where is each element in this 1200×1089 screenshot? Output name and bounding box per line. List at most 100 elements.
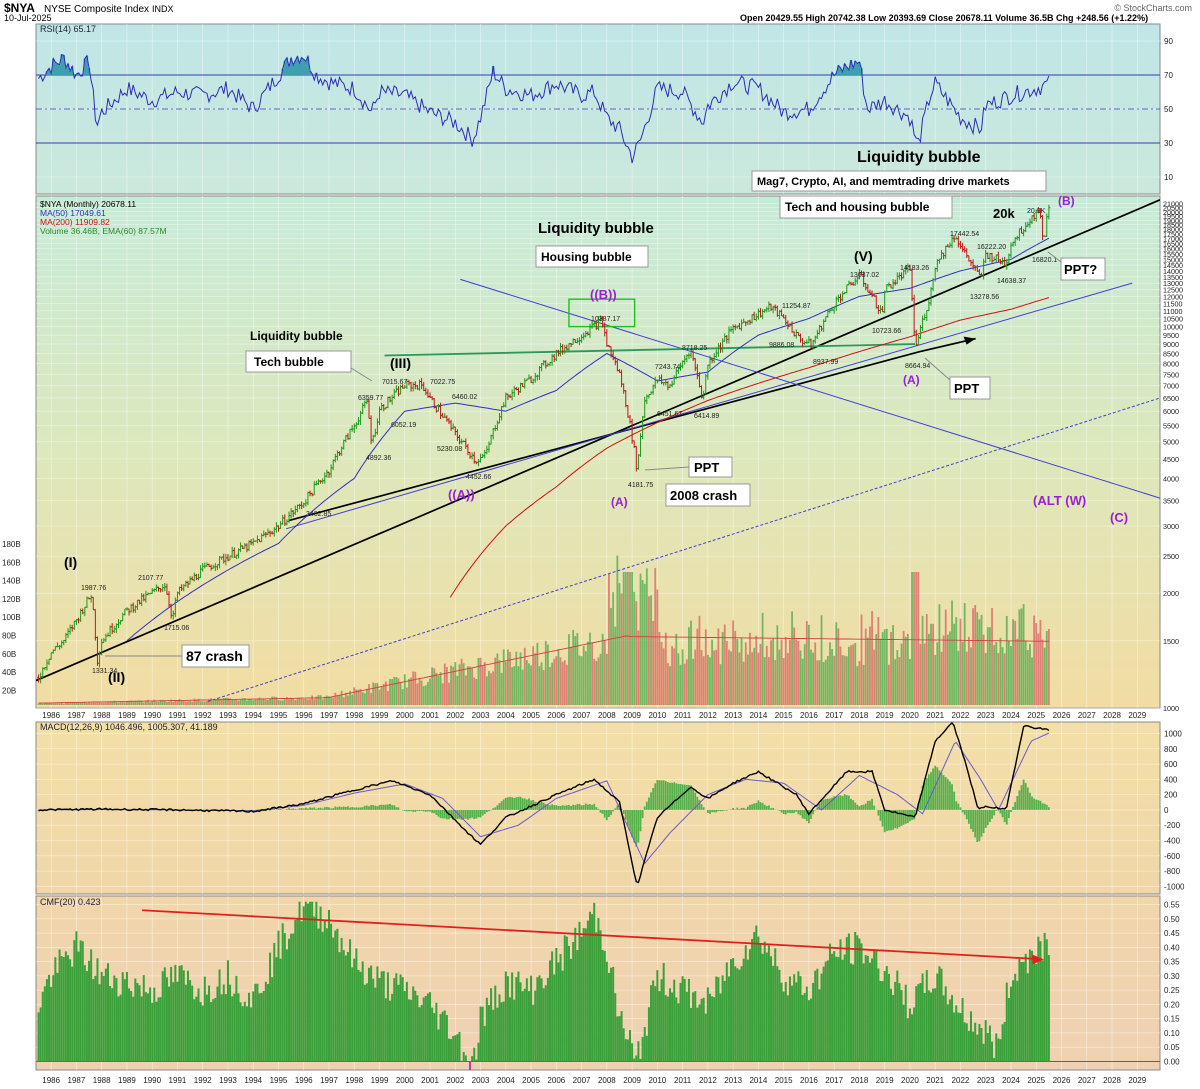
macd-histogram-bar — [481, 809, 484, 816]
cmf-bar — [399, 974, 402, 1062]
upper-trendline — [36, 199, 1160, 682]
macd-histogram-bar — [277, 808, 280, 810]
cmf-bar — [458, 1032, 461, 1062]
box-tech-housing — [779, 195, 953, 219]
volume-bar — [488, 670, 490, 705]
cmf-bar — [858, 938, 861, 1062]
cmf-bar — [639, 1058, 642, 1062]
cmf-bar — [386, 972, 389, 1062]
volume-bar — [119, 701, 122, 705]
macd-histogram-bar — [271, 808, 274, 810]
price-tick-label: 9000 — [1163, 340, 1179, 349]
volume-bar — [456, 675, 459, 705]
macd-histogram-bar — [393, 805, 396, 810]
cmf-bar — [984, 1020, 987, 1062]
volume-bar — [323, 696, 326, 705]
macd-histogram-bar — [734, 809, 737, 810]
cmf-bar — [153, 987, 156, 1062]
cmf-bar — [612, 966, 615, 1062]
volume-bar — [231, 699, 234, 705]
volume-bar — [795, 639, 798, 705]
macd-histogram-bar — [879, 809, 882, 821]
cmf-bar — [578, 921, 581, 1062]
volume-bar — [885, 628, 888, 705]
volume-bar — [222, 697, 225, 705]
volume-bar — [498, 660, 501, 705]
x-tick-label: 2018 — [851, 711, 869, 720]
header: $NYA NYSE Composite Index INDX 10-Jul-20… — [4, 1, 1192, 23]
macd-histogram-bar — [669, 782, 671, 810]
macd-tick-label: 0 — [1164, 806, 1169, 815]
cmf-bar — [140, 996, 143, 1062]
volume-bar — [544, 640, 547, 705]
macd-histogram-bar — [292, 808, 295, 810]
price-tick-label: 18500 — [1163, 221, 1183, 230]
macd-histogram-bar — [599, 809, 602, 813]
price-tick-label: 7000 — [1163, 382, 1179, 391]
volume-bar — [260, 699, 263, 705]
cmf-bar — [471, 1056, 474, 1062]
cmf-bar — [483, 1025, 486, 1062]
cmf-bar — [359, 971, 362, 1062]
macd-histogram-bar — [856, 804, 859, 810]
macd-histogram-bar — [458, 809, 461, 819]
price-tick-label: 20500 — [1163, 204, 1183, 213]
cmf-bar — [180, 965, 183, 1062]
note-tech-housing: Tech and housing bubble — [785, 200, 930, 214]
cmf-bar — [593, 902, 596, 1062]
volume-bar — [172, 702, 175, 705]
cmf-bar — [69, 959, 72, 1062]
volume-bar — [349, 690, 351, 705]
macd-histogram-bar — [755, 802, 758, 810]
cmf-bar — [94, 975, 97, 1062]
volume-bar — [978, 619, 981, 705]
cmf-tick-label: 0.30 — [1164, 972, 1180, 981]
x-tick-label: 2009 — [623, 711, 641, 720]
cmf-bar — [75, 931, 78, 1062]
cmf-bar — [793, 974, 796, 1062]
volume-bar — [690, 620, 692, 705]
volume-bar — [75, 702, 78, 705]
macd-tick-label: 600 — [1164, 760, 1178, 769]
cmf-bar — [106, 963, 109, 1062]
cmf-bar — [370, 965, 373, 1062]
macd-histogram-bar — [435, 809, 438, 815]
macd-histogram-bar — [768, 805, 770, 810]
macd-histogram-bar — [799, 809, 802, 816]
macd-histogram-bar — [500, 801, 503, 810]
cmf-bar — [83, 965, 86, 1062]
macd-histogram-bar — [542, 802, 545, 810]
x-tick-label: 1998 — [345, 1076, 363, 1085]
macd-histogram-bar — [932, 768, 934, 810]
cmf-bar — [911, 1014, 914, 1062]
volume-bar — [210, 698, 213, 705]
volume-bar — [565, 664, 568, 705]
volume-bar — [485, 676, 488, 705]
volume-bar — [641, 580, 644, 705]
x-tick-label: 2006 — [547, 1076, 565, 1085]
x-tick-label: 2025 — [1027, 1076, 1045, 1085]
cmf-bar — [351, 967, 354, 1062]
price-tick-label: 4000 — [1163, 474, 1179, 483]
volume-bar — [464, 675, 467, 705]
cmf-bar — [323, 919, 326, 1062]
macd-histogram-bar — [443, 809, 446, 819]
volume-bar — [492, 671, 495, 705]
volume-bar — [597, 657, 600, 705]
volume-bar — [881, 632, 884, 705]
volume-bar — [574, 636, 577, 705]
macd-histogram-bar — [709, 809, 711, 814]
macd-histogram-bar — [700, 804, 703, 810]
volume-bar — [496, 653, 499, 705]
cmf-bar — [346, 951, 349, 1062]
macd-histogram-bar — [1037, 800, 1040, 810]
price-tick-label: 4500 — [1163, 455, 1179, 464]
volume-bar — [622, 572, 625, 705]
macd-histogram-bar — [380, 804, 383, 810]
volume-bar — [816, 660, 819, 705]
volume-bar — [728, 649, 730, 705]
volume-bar — [107, 701, 109, 705]
cmf-bar — [104, 968, 107, 1062]
cmf-bar — [917, 984, 920, 1062]
rsi-tick-label: 90 — [1164, 37, 1173, 46]
